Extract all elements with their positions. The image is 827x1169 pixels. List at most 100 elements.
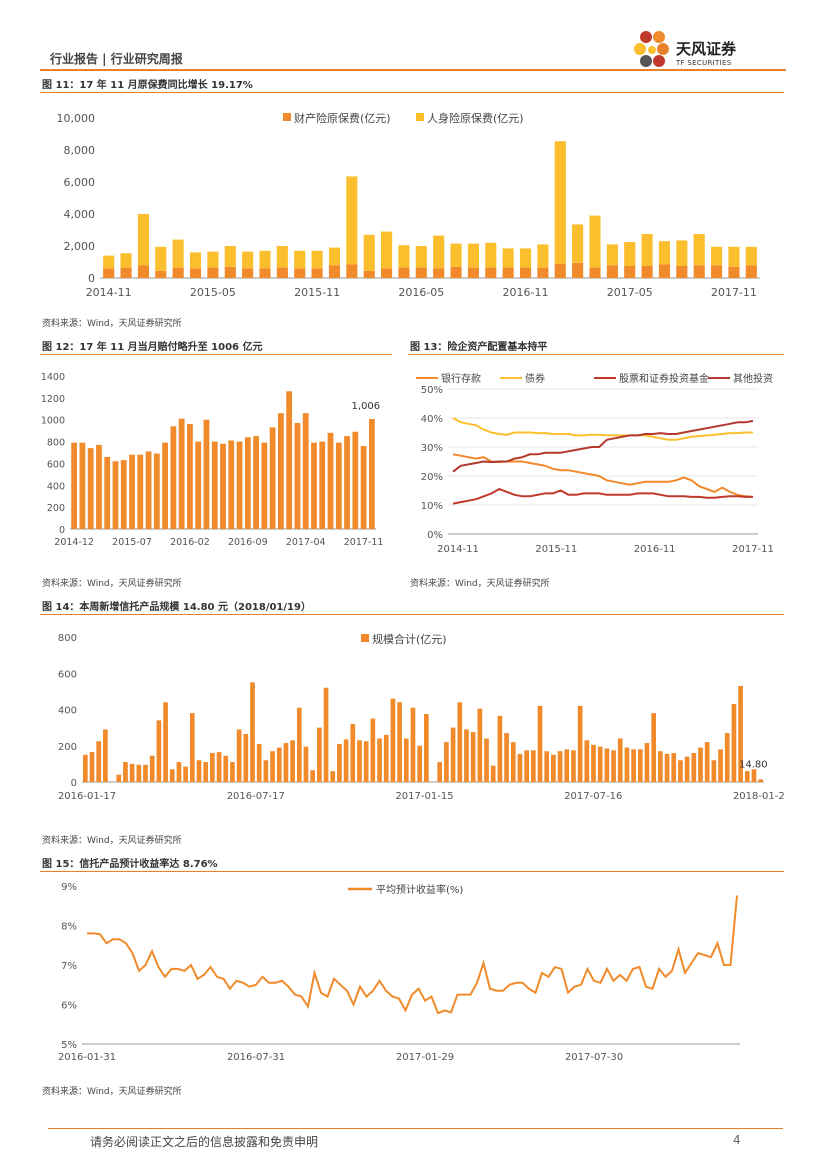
fig14-bar: [256, 743, 262, 782]
fig14-bar: [357, 740, 362, 782]
fig12-bar: [220, 443, 226, 529]
fig12-bar: [162, 442, 169, 529]
fig14-bar: [417, 745, 422, 782]
fig14-bar: [577, 705, 583, 782]
fig11-bar-life: [363, 234, 375, 271]
fig14-bar: [484, 738, 489, 782]
fig12-bar: [286, 391, 293, 529]
fig12-bar: [129, 454, 135, 529]
fig13-legend-2: 股票和证券投资基金: [619, 372, 709, 385]
fig14-bar: [571, 750, 576, 782]
fig11-ytick: 10,000: [57, 112, 96, 125]
fig14-bar: [169, 769, 175, 782]
fig12-bar: [269, 427, 276, 529]
fig11-bar-property: [502, 267, 514, 278]
fig15-xtick: 2017-07-30: [565, 1052, 623, 1063]
fig12-bar: [368, 419, 375, 529]
fig14-bar: [444, 742, 449, 782]
fig12-chart: 0 200 400 600 800 1000 1200 1400 2014-12 2015-07 2…: [41, 372, 384, 548]
fig11-bar-life: [103, 255, 115, 269]
fig12-bar: [311, 442, 317, 529]
fig14-bar: [310, 770, 316, 782]
fig12-data-label: 1,006: [352, 401, 381, 412]
fig13-ytick: 50%: [421, 385, 443, 396]
fig12-bar: [277, 413, 284, 529]
fig14-bar: [189, 713, 195, 782]
fig11-bar-life: [433, 235, 445, 269]
fig14-bar: [176, 762, 182, 782]
fig12-xtick: 2016-09: [228, 537, 268, 548]
fig14-bar: [457, 702, 463, 782]
fig14-xtick: 2017-01-15: [395, 791, 453, 802]
fig11-bar-life: [294, 250, 306, 269]
fig14-bar: [129, 763, 135, 782]
fig14-bar: [149, 755, 155, 782]
fig12-ytick: 800: [47, 438, 65, 449]
fig14-bar: [163, 702, 168, 782]
fig14-bar: [510, 742, 516, 782]
fig11-bar-life: [189, 252, 202, 269]
fig11-bar-property: [224, 266, 236, 278]
fig11-bar-life: [728, 246, 740, 267]
fig12-bar: [319, 441, 326, 529]
fig12-ytick: 1400: [41, 372, 65, 383]
fig11-xtick: 2016-11: [503, 286, 549, 299]
fig11-bar-life: [120, 253, 132, 268]
fig12-bar: [335, 442, 342, 529]
fig14-bar: [698, 747, 703, 782]
fig14-bar: [410, 707, 416, 782]
fig12-title-rule: [40, 354, 392, 355]
fig11-xtick: 2017-05: [607, 286, 653, 299]
fig14-bar: [317, 727, 322, 782]
fig14-xtick: 2018-01-20: [733, 791, 784, 802]
fig15-ytick: 9%: [61, 882, 77, 893]
fig12-xtick: 2017-04: [286, 537, 326, 548]
fig14-bar: [624, 747, 630, 782]
fig14-title-rule: [40, 614, 784, 615]
fig15-ytick: 6%: [61, 1001, 77, 1012]
fig14-bar: [196, 760, 202, 782]
fig15-line: [87, 895, 738, 1015]
fig11-ytick: 4,000: [64, 208, 96, 221]
fig14-ytick: 200: [58, 742, 77, 753]
fig11-bar-property: [589, 267, 601, 278]
fig14-bar: [223, 755, 229, 782]
fig13-legend-0: 银行存款: [441, 372, 481, 385]
fig13-title: 图 13：险企资产配置基本持平: [410, 342, 548, 353]
fig14-bar: [216, 752, 222, 782]
fig11-bar-property: [294, 268, 306, 278]
fig11-bar-property: [311, 268, 323, 278]
fig11-bar-property: [103, 268, 115, 278]
fig15-ytick: 8%: [61, 922, 77, 933]
fig14-bar: [530, 750, 536, 782]
flower-logo-icon: [634, 31, 669, 67]
fig12-bar: [195, 441, 202, 529]
report-header: 行业报告 | 行业研究周报: [50, 52, 183, 66]
fig11-bar-life: [711, 246, 723, 266]
fig14-bar: [758, 779, 763, 782]
fig12-bar: [71, 442, 78, 529]
fig13-ytick: 20%: [421, 472, 443, 483]
fig14-bar: [551, 754, 556, 782]
fig14-ytick: 600: [58, 669, 77, 680]
fig11-ytick: 2,000: [64, 240, 96, 253]
fig15-xtick: 2016-07-31: [227, 1052, 285, 1063]
fig12-ytick: 0: [59, 525, 65, 536]
fig14-bar: [83, 754, 88, 782]
fig11-bar-life: [745, 246, 757, 266]
fig14-bar: [691, 753, 697, 782]
fig14-bar: [470, 732, 476, 782]
fig14-bar: [504, 733, 509, 782]
fig14-bar: [738, 685, 743, 782]
fig14-bar: [611, 750, 616, 782]
fig14-bar: [631, 749, 636, 782]
fig12-bar: [187, 424, 193, 529]
fig11-source: 资料来源：Wind，天风证券研究所: [42, 319, 182, 329]
fig14-bar: [390, 698, 396, 782]
fig14-legend-swatch: [361, 634, 369, 642]
fig11-bar-life: [502, 248, 514, 268]
fig13-line-3: [452, 419, 754, 473]
footer-disclaimer: 请务必阅读正文之后的信息披露和免责申明: [90, 1135, 319, 1149]
fig14-bar: [617, 738, 623, 782]
fig14-bar: [89, 752, 95, 782]
